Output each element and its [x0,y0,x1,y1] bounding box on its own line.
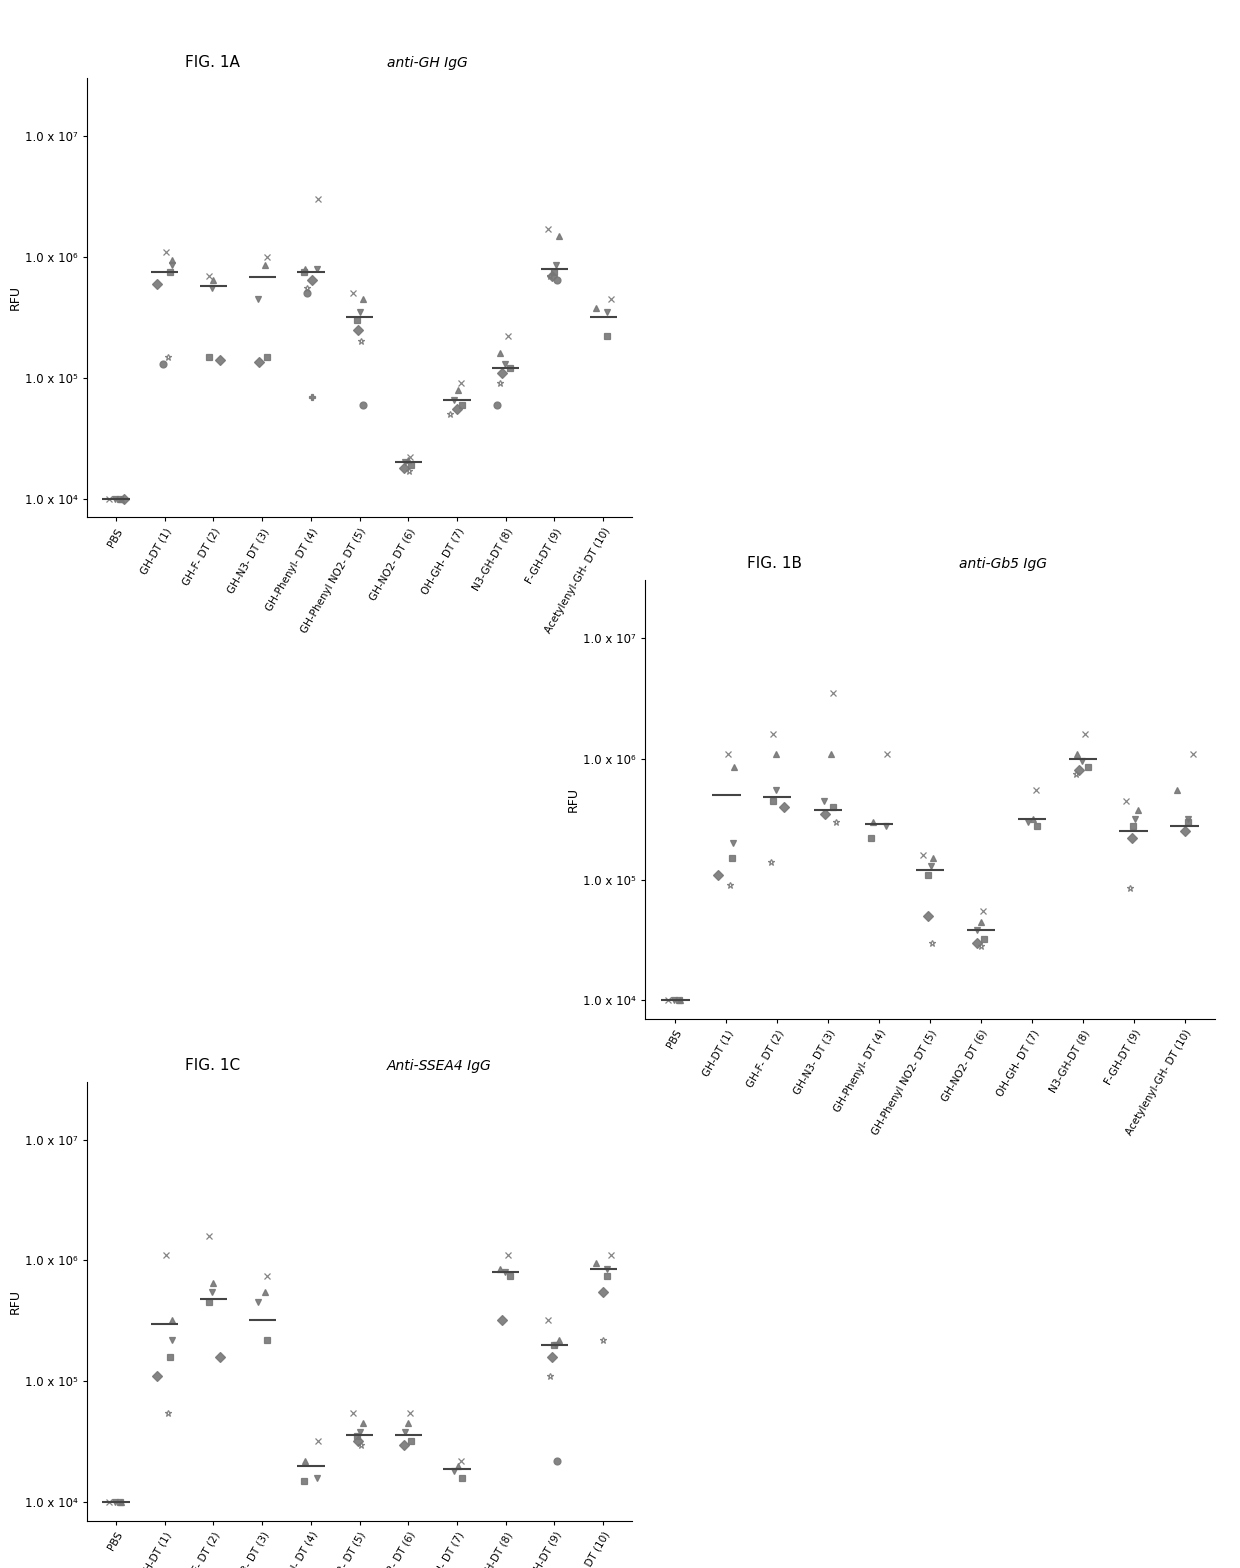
Y-axis label: RFU: RFU [9,285,22,310]
Text: FIG. 1B: FIG. 1B [748,557,802,571]
Text: anti-GH IgG: anti-GH IgG [387,55,467,69]
Text: Anti-SSEA4 IgG: Anti-SSEA4 IgG [387,1058,491,1073]
Text: FIG. 1A: FIG. 1A [185,55,239,69]
Y-axis label: RFU: RFU [567,787,580,812]
Text: FIG. 1C: FIG. 1C [185,1058,241,1073]
Text: anti-Gb5 IgG: anti-Gb5 IgG [959,557,1047,571]
Y-axis label: RFU: RFU [9,1289,22,1314]
